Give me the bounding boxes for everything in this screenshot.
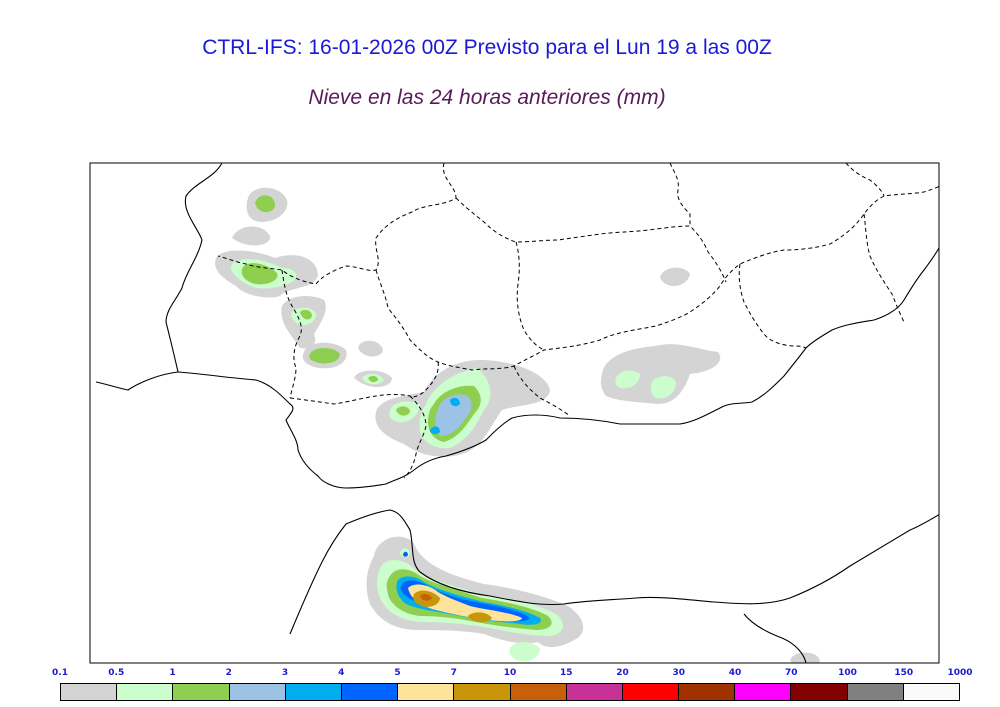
snow-area-aracena — [215, 187, 318, 298]
legend-swatch — [398, 684, 455, 700]
border-albacete — [845, 163, 885, 197]
legend-label: 5 — [394, 668, 401, 678]
snow-area-sierra-nevada — [600, 267, 721, 404]
legend-label: 70 — [784, 668, 798, 678]
border-cadiz-malaga — [403, 395, 427, 479]
legend-label: 1000 — [947, 668, 973, 678]
border-murcia — [863, 213, 905, 323]
province-borders — [217, 163, 939, 479]
legend-label: 0.1 — [52, 668, 68, 678]
border-jaen-north — [515, 241, 545, 351]
border-malaga-cordoba — [409, 361, 439, 398]
legend-swatch — [173, 684, 230, 700]
legend-label: 10 — [503, 668, 517, 678]
legend-swatch — [454, 684, 511, 700]
map-frame — [89, 162, 940, 664]
legend-label: 1 — [169, 668, 176, 678]
legend-swatch — [510, 684, 567, 700]
legend-label: 40 — [728, 668, 742, 678]
snow-field — [215, 187, 820, 663]
legend-label: 4 — [338, 668, 345, 678]
border-extremadura — [217, 163, 457, 285]
legend-label: 30 — [672, 668, 686, 678]
snow-area-rif — [366, 536, 820, 663]
legend-swatch — [847, 684, 904, 700]
border-jaen-east — [669, 163, 691, 226]
legend-swatch — [117, 684, 174, 700]
legend-labels: 0.1 0.5 1 2 3 4 5 7 10 15 20 30 40 70 100 150 1000 — [0, 668, 1000, 680]
legend-swatch — [61, 684, 118, 700]
legend-swatch — [285, 684, 342, 700]
border-la-mancha — [375, 185, 939, 371]
legend-label: 15 — [559, 668, 573, 678]
legend-swatch — [679, 684, 736, 700]
legend-colorbar — [60, 683, 960, 701]
legend-swatch — [341, 684, 399, 700]
chart-subtitle: Nieve en las 24 horas anteriores (mm) — [308, 86, 666, 109]
legend-swatch — [622, 684, 680, 700]
border-granada-almeria — [738, 263, 807, 349]
legend-label: 100 — [838, 668, 857, 678]
legend-swatch — [735, 684, 792, 700]
legend-swatch — [229, 684, 286, 700]
legend-label: 3 — [281, 668, 289, 678]
legend-swatch — [791, 684, 848, 700]
snow-area-sierra-norte — [281, 296, 392, 388]
chart-title: CTRL-IFS: 16-01-2026 00Z Previsto para e… — [202, 36, 772, 59]
border-cordoba-jaen — [455, 197, 727, 283]
legend-swatch — [903, 684, 959, 700]
legend-label: 20 — [616, 668, 629, 678]
legend-label: 2 — [225, 668, 232, 678]
legend-label: 150 — [894, 668, 914, 678]
coastlines — [95, 163, 939, 663]
coastline-spain-south — [177, 246, 939, 489]
legend-swatch — [566, 684, 623, 700]
snow-area-malaga — [375, 360, 550, 457]
border-sevilla-cadiz — [289, 394, 411, 405]
coastline-algeria — [743, 613, 807, 663]
legend-label: 0.5 — [108, 668, 125, 678]
coastline-portugal — [95, 163, 223, 391]
legend-label: 7 — [450, 668, 457, 678]
coastline-morocco — [289, 509, 939, 635]
